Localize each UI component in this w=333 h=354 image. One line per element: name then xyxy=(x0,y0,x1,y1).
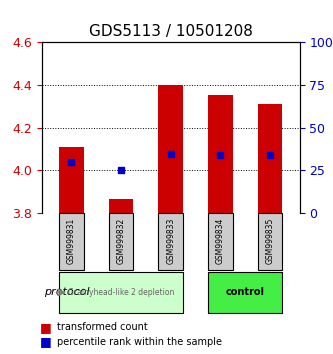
Text: GSM999835: GSM999835 xyxy=(265,218,274,264)
Text: ■: ■ xyxy=(40,321,52,334)
Text: percentile rank within the sample: percentile rank within the sample xyxy=(57,337,221,347)
FancyBboxPatch shape xyxy=(109,213,134,270)
FancyBboxPatch shape xyxy=(257,213,282,270)
Bar xyxy=(59,147,84,213)
FancyBboxPatch shape xyxy=(59,213,84,270)
Text: GSM999832: GSM999832 xyxy=(117,218,126,264)
Text: transformed count: transformed count xyxy=(57,322,148,332)
FancyBboxPatch shape xyxy=(208,213,233,270)
Text: control: control xyxy=(225,287,265,297)
FancyBboxPatch shape xyxy=(158,213,183,270)
Bar xyxy=(158,85,183,213)
Title: GDS5113 / 10501208: GDS5113 / 10501208 xyxy=(89,23,253,39)
Bar xyxy=(208,95,233,213)
Text: GSM999833: GSM999833 xyxy=(166,218,175,264)
Text: protocol: protocol xyxy=(44,287,90,297)
Bar xyxy=(109,199,134,213)
Text: GSM999834: GSM999834 xyxy=(216,218,225,264)
Text: Grainyhead-like 2 depletion: Grainyhead-like 2 depletion xyxy=(68,288,174,297)
FancyBboxPatch shape xyxy=(208,272,282,313)
Text: ■: ■ xyxy=(40,335,52,348)
Text: GSM999831: GSM999831 xyxy=(67,218,76,264)
Bar xyxy=(257,104,282,213)
FancyBboxPatch shape xyxy=(59,272,183,313)
